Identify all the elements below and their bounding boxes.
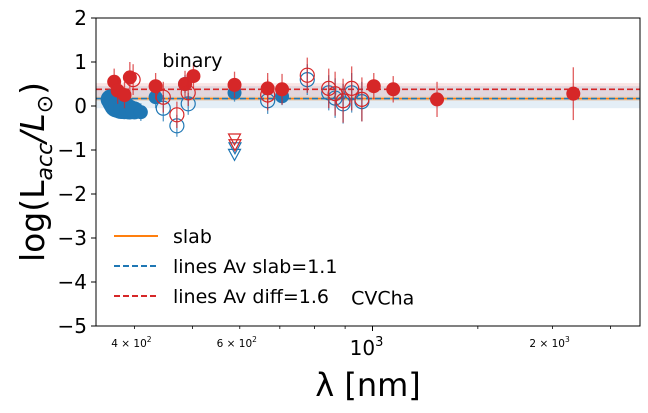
y-tick-label: −5: [58, 314, 87, 338]
y-tick-label: 2: [74, 6, 87, 30]
plot-frame: [95, 17, 641, 327]
legend-label: slab: [173, 226, 212, 248]
x-axis-title: λ [nm]: [315, 366, 421, 404]
data-point-filled: [366, 79, 381, 94]
data-point-filled: [148, 79, 163, 94]
data-point-filled: [227, 77, 242, 92]
x-minor-tick-label: 2 × 103: [529, 335, 570, 350]
data-point-filled: [430, 92, 445, 107]
data-point-open: [335, 93, 351, 109]
binary-label: binary: [162, 50, 222, 72]
data-point-open: [169, 107, 185, 123]
data-point-open: [299, 67, 315, 83]
y-axis-title-text: log(Lacc/L⊙): [13, 82, 58, 262]
data-point-open: [260, 87, 276, 103]
x-tick-label: 103: [350, 335, 384, 360]
data-point-open: [344, 80, 360, 97]
data-point-filled: [566, 86, 581, 101]
data-point-open: [354, 91, 370, 108]
data-point-open: [155, 89, 171, 105]
y-tick-label: 0: [74, 94, 87, 118]
legend: slab lines Av slab=1.1 lines Av diff=1.6: [114, 226, 337, 308]
data-point-filled: [386, 82, 401, 97]
x-minor-tick-label: 4 × 102: [111, 335, 152, 350]
y-tick-label: −3: [58, 226, 87, 250]
annotations: binary CVCha: [162, 50, 414, 310]
y-axis: 2 1 0 −1 −2 −3 −4 −5: [58, 6, 96, 338]
y-axis-title: log(Lacc/L⊙): [13, 82, 58, 262]
legend-label: lines Av slab=1.1: [173, 256, 337, 278]
legend-label: lines Av diff=1.6: [173, 286, 329, 308]
object-label: CVCha: [351, 287, 414, 309]
upper-limit-marker: [227, 142, 242, 156]
data-points: [100, 57, 581, 162]
y-tick-label: −1: [58, 138, 87, 162]
data-point-filled: [117, 88, 132, 102]
x-axis: 103 4 × 102 6 × 102 2 × 103: [111, 326, 611, 360]
upper-limit-marker: [227, 139, 242, 152]
data-point-filled: [186, 69, 201, 84]
data-point-filled: [275, 82, 290, 97]
y-tick-label: −2: [58, 182, 87, 206]
x-minor-tick-label: 6 × 102: [217, 335, 258, 350]
data-point-filled: [133, 105, 148, 120]
data-point-open: [180, 85, 196, 101]
y-tick-label: −4: [58, 270, 87, 294]
data-point-open: [125, 71, 141, 88]
y-tick-label: 1: [74, 50, 87, 74]
